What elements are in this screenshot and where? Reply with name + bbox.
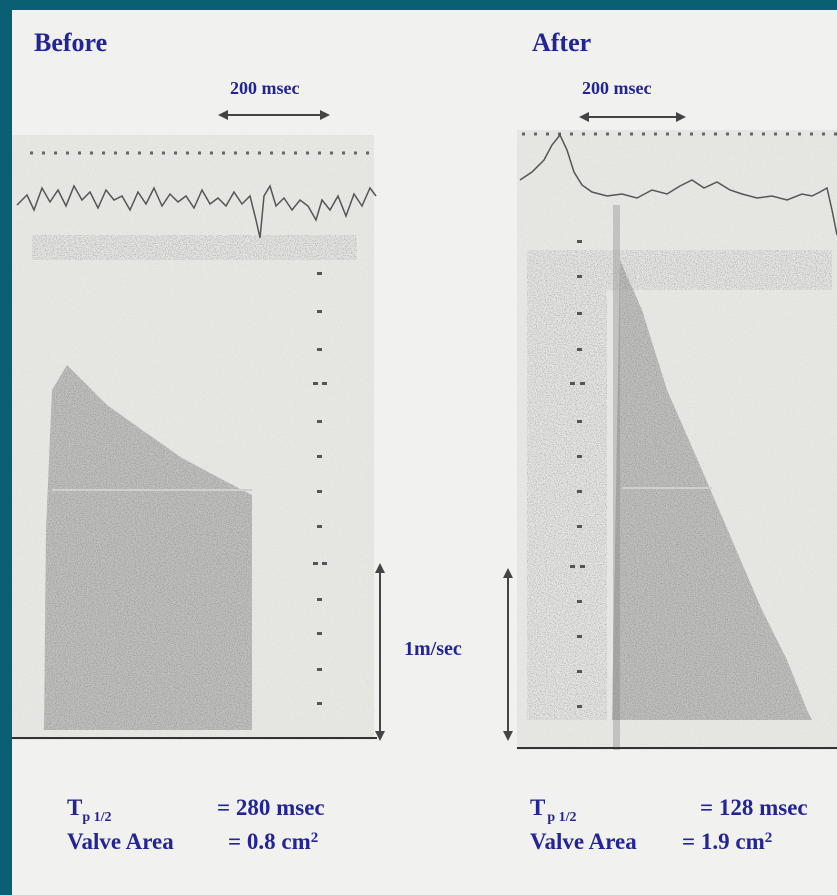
before-panel <box>12 110 377 740</box>
after-tp-value: = 128 msec <box>700 795 808 820</box>
after-velocity-ticks <box>570 240 585 708</box>
after-tp-subscript: p 1/2 <box>547 810 577 825</box>
after-ecg-trace <box>519 133 837 236</box>
before-tp-subscript: p 1/2 <box>82 810 112 825</box>
before-ecg-trace <box>16 184 377 239</box>
after-time-scale-label: 200 msec <box>582 78 652 98</box>
before-doppler-envelope <box>44 365 252 730</box>
before-title: Before <box>34 28 108 57</box>
after-velocity-scale-arrow <box>503 568 513 741</box>
before-time-arrow <box>218 110 330 120</box>
after-area-value: = 1.9 cm2 <box>682 829 773 854</box>
after-doppler-envelope <box>612 260 812 720</box>
velocity-scale-label: 1m/sec <box>404 638 462 660</box>
after-area-label: Valve Area <box>530 829 637 854</box>
after-panel <box>517 112 837 750</box>
figure-frame: Before After 200 msec 200 msec 1m/sec Tp… <box>12 10 837 895</box>
doppler-illustration <box>12 110 837 750</box>
after-time-arrow <box>579 112 686 122</box>
before-area-value: = 0.8 cm2 <box>228 829 319 854</box>
before-time-scale-label: 200 msec <box>230 78 300 98</box>
before-area-label: Valve Area <box>67 829 174 854</box>
before-velocity-ticks <box>313 272 327 705</box>
before-tp-label: Tp 1/2 <box>67 795 112 825</box>
before-baseline-band <box>32 235 357 260</box>
after-baseline-band <box>527 250 832 290</box>
before-velocity-scale-arrow <box>375 563 385 741</box>
after-title: After <box>532 28 592 57</box>
before-tp-value: = 280 msec <box>217 795 325 820</box>
